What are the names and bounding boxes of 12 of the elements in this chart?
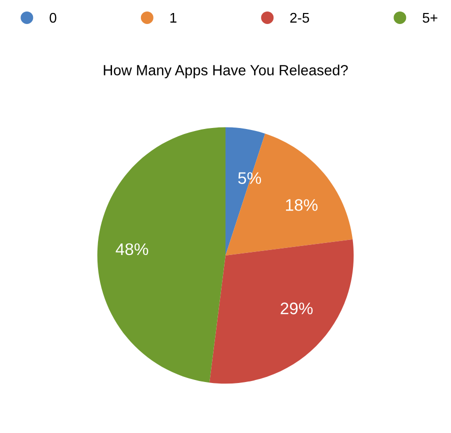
- legend-label: 1: [170, 13, 176, 23]
- pie-slice: [97, 127, 226, 383]
- legend-label: 5+: [422, 13, 438, 23]
- legend-label: 2-5: [290, 12, 310, 23]
- pie-slice: [209, 239, 354, 384]
- text: How Many Apps Have You Released?: [104, 64, 348, 78]
- data-label: 48%: [116, 243, 148, 256]
- data-label: 29%: [280, 302, 313, 314]
- pie-slice: [226, 127, 266, 256]
- pie-slice: [226, 134, 353, 256]
- legend-label: 0: [50, 12, 56, 23]
- data-label: 18%: [286, 199, 318, 211]
